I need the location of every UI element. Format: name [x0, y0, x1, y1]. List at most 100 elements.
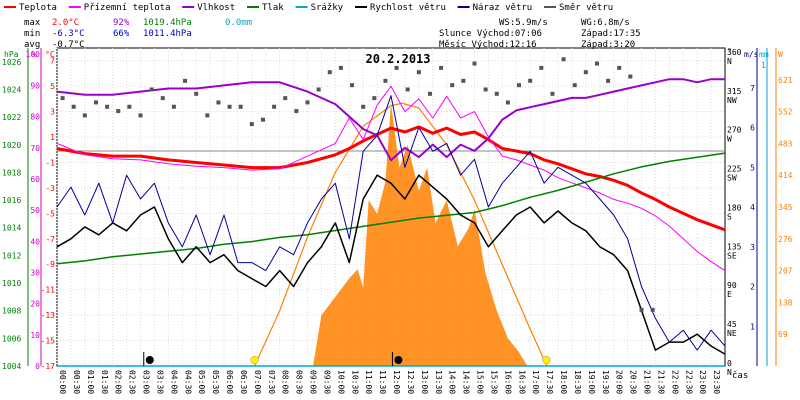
temperature-tick-label: -11 — [41, 286, 56, 295]
pressure-tick-label: 1010 — [2, 279, 21, 288]
wind-direction-point — [450, 83, 455, 88]
x-tick-label: 07:30 — [267, 370, 276, 394]
wind-direction-point — [272, 104, 277, 109]
wind-direction-point — [628, 74, 633, 79]
legend-item: Vlhkost — [182, 3, 235, 13]
temperature-tick-label: -7 — [45, 235, 55, 244]
direction-tick-label: 90 — [727, 281, 737, 290]
axes-layer: 00:00 00:30 01:00 01:30 02:00 02:30 03:00 03:30… — [2, 47, 793, 394]
humidity-tick-label: 0 — [35, 362, 40, 371]
wind-direction-point — [205, 113, 210, 118]
direction-tick-label: 180 — [727, 203, 742, 212]
wind-tick-label: 7 — [750, 84, 755, 93]
wind-direction-point — [316, 87, 321, 92]
direction-tick-label: 135 — [727, 242, 742, 251]
x-tick-label: 20:30 — [629, 370, 638, 394]
x-tick-label: 16:00 — [503, 370, 512, 394]
wind-direction-point — [372, 96, 377, 101]
pressure-tick-label: 1018 — [2, 168, 21, 177]
wind-direction-point — [427, 91, 432, 96]
x-tick-label: 19:30 — [601, 370, 610, 394]
wind-direction-point — [461, 78, 466, 83]
x-tick-label: 10:30 — [350, 370, 359, 394]
series-line-přízemní-teplota — [56, 85, 726, 272]
info-moon-set: Západ:3:20 — [581, 40, 635, 50]
legend: Teplota Přízemní teplota Vlhkost Tlak Srážky… — [4, 3, 613, 13]
direction-tick-letter: N — [727, 368, 732, 377]
wind-tick-label: 6 — [750, 124, 755, 133]
wind-direction-point — [127, 104, 132, 109]
wind-direction-point — [283, 96, 288, 101]
wind-direction-point — [394, 65, 399, 70]
direction-tick-letter: SW — [727, 174, 737, 183]
direction-tick-letter: S — [727, 212, 732, 221]
x-tick-label: 00:00 — [58, 370, 67, 394]
solar-layer — [254, 102, 548, 367]
x-tick-label: 09:30 — [322, 370, 331, 394]
x-tick-label: 03:00 — [142, 370, 151, 394]
solar-clear-sky-curve — [254, 102, 548, 367]
solar-tick-label: 276 — [778, 235, 793, 244]
wind-direction-point — [71, 104, 76, 109]
temperature-tick-label: 7 — [50, 57, 55, 66]
pressure-tick-label: 1006 — [2, 334, 21, 343]
x-tick-label: 23:00 — [698, 370, 707, 394]
x-tick-label: 01:00 — [86, 370, 95, 394]
wind-direction-point — [472, 61, 477, 66]
wind-direction-point — [82, 113, 87, 118]
pressure-tick-label: 1022 — [2, 113, 21, 122]
wind-direction-point — [305, 100, 310, 105]
x-tick-label: 17:00 — [531, 370, 540, 394]
direction-tick-letter: NW — [727, 96, 737, 105]
wind-direction-point — [494, 91, 499, 96]
x-tick-label: 11:30 — [378, 370, 387, 394]
pressure-tick-label: 1004 — [2, 362, 21, 371]
solar-tick-label: 345 — [778, 203, 793, 212]
pressure-tick-label: 1026 — [2, 58, 21, 67]
x-tick-label: 22:00 — [670, 370, 679, 394]
stat-min-press: 1011.4hPa — [143, 29, 192, 39]
legend-label: Přízemní teplota — [84, 3, 171, 13]
direction-tick-label: 225 — [727, 165, 742, 174]
wind-direction-point — [327, 70, 332, 75]
wind-direction-point — [183, 78, 188, 83]
legend-item: Přízemní teplota — [68, 3, 171, 13]
humidity-tick-label: 70 — [30, 144, 40, 153]
wind-direction-point — [361, 104, 366, 109]
stat-max-label: max — [24, 18, 41, 28]
x-tick-label: 07:00 — [253, 370, 262, 394]
humidity-tick-label: 40 — [30, 237, 40, 246]
x-tick-label: 21:30 — [656, 370, 665, 394]
x-tick-label: 06:00 — [225, 370, 234, 394]
stat-avg-label: avg — [24, 40, 40, 50]
legend-label: Vlhkost — [197, 3, 235, 13]
wind-direction-point — [483, 87, 488, 92]
humidity-tick-label: 20 — [30, 300, 40, 309]
wind-direction-point — [639, 307, 644, 312]
wind-tick-label: 5 — [750, 163, 755, 172]
wind-direction-point — [149, 87, 154, 92]
wind-axis-unit: m/s — [744, 50, 759, 59]
x-tick-label: 18:30 — [573, 370, 582, 394]
x-tick-label: 00:30 — [72, 370, 81, 394]
legend-item: Rychlost větru — [355, 3, 446, 13]
humidity-tick-label: 30 — [30, 268, 40, 277]
x-tick-label: 06:30 — [239, 370, 248, 394]
pressure-tick-label: 1016 — [2, 196, 21, 205]
series-line-teplota — [56, 125, 726, 232]
x-tick-label: 02:30 — [128, 370, 137, 394]
temperature-tick-label: -17 — [41, 362, 56, 371]
direction-tick-label: 360 — [727, 48, 742, 57]
temperature-axis-unit: °C — [45, 50, 55, 59]
humidity-tick-label: 100 — [26, 50, 41, 59]
solar-tick-label: 621 — [778, 76, 793, 85]
rain-tick-label: 1 — [761, 61, 766, 70]
x-tick-label: 11:00 — [364, 370, 373, 394]
solar-tick-label: 69 — [778, 330, 788, 339]
humidity-tick-label: 10 — [30, 331, 40, 340]
wind-direction-point — [505, 100, 510, 105]
wind-direction-point — [583, 70, 588, 75]
pressure-tick-label: 1024 — [2, 85, 21, 94]
x-tick-label: 09:00 — [309, 370, 318, 394]
